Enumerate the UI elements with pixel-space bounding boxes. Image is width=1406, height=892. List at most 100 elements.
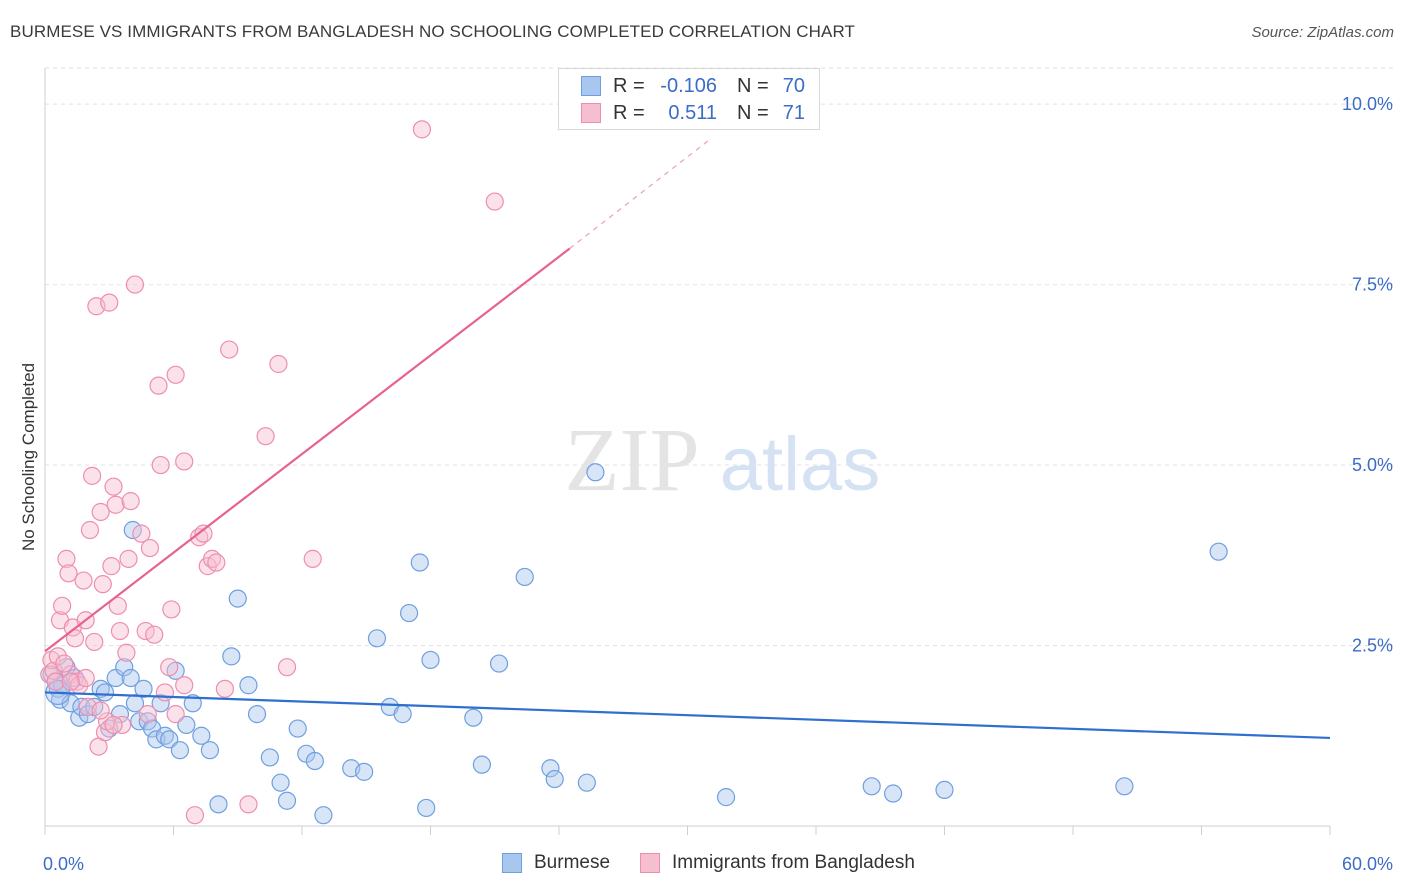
burmese-point bbox=[305, 751, 324, 771]
bangladesh-point bbox=[65, 629, 85, 648]
bangladesh-point bbox=[412, 120, 432, 139]
burmese-point bbox=[277, 791, 297, 810]
bangladesh-point bbox=[104, 477, 123, 496]
legend-item-burmese[interactable]: Burmese bbox=[502, 852, 610, 874]
bangladesh-point bbox=[117, 643, 136, 662]
burmese-r-value: -0.106 bbox=[660, 74, 717, 97]
n-label: N = bbox=[737, 101, 769, 124]
bangladesh-point bbox=[166, 365, 185, 384]
bangladesh-point bbox=[145, 625, 164, 644]
burmese-point bbox=[170, 741, 190, 760]
burmese-point bbox=[464, 708, 483, 727]
bangladesh-point bbox=[110, 621, 130, 641]
burmese-point bbox=[260, 748, 279, 767]
bangladesh-point bbox=[102, 557, 121, 576]
bangladesh-point bbox=[155, 683, 175, 702]
bangladesh-point bbox=[269, 354, 288, 374]
bangladesh-point bbox=[160, 658, 179, 677]
bangladesh-point bbox=[303, 549, 322, 568]
bangladesh-point bbox=[55, 654, 74, 673]
bangladesh-point bbox=[108, 596, 127, 615]
series-bangladesh-points bbox=[40, 120, 504, 825]
bangladesh-point bbox=[194, 524, 213, 543]
bangladesh-point bbox=[239, 795, 258, 814]
bangladesh-point bbox=[162, 600, 181, 619]
bangladesh-legend-label: Immigrants from Bangladesh bbox=[672, 852, 915, 873]
bangladesh-point bbox=[91, 502, 110, 522]
watermark-atlas: atlas bbox=[720, 422, 881, 507]
r-label: R = bbox=[613, 74, 645, 97]
bangladesh-r-value: 0.511 bbox=[668, 101, 717, 124]
bangladesh-trend-extension bbox=[569, 139, 710, 249]
bangladesh-point bbox=[215, 679, 234, 698]
y-tick-label: 5.0% bbox=[1352, 455, 1393, 475]
burmese-point bbox=[545, 769, 564, 789]
bangladesh-point bbox=[76, 668, 95, 688]
burmese-legend-label: Burmese bbox=[534, 852, 611, 873]
burmese-point bbox=[935, 780, 954, 800]
burmese-point bbox=[239, 676, 258, 695]
bangladesh-point bbox=[61, 672, 80, 691]
bangladesh-point bbox=[59, 564, 78, 583]
bangladesh-point bbox=[485, 192, 504, 211]
burmese-point bbox=[410, 553, 429, 572]
bangladesh-point bbox=[256, 427, 275, 446]
bangladesh-point bbox=[220, 340, 239, 359]
y-tick-label: 10.0% bbox=[1342, 94, 1393, 114]
burmese-swatch bbox=[581, 76, 601, 96]
burmese-point bbox=[151, 694, 170, 713]
axes bbox=[44, 68, 1331, 835]
bangladesh-point bbox=[93, 575, 112, 594]
burmese-trend-line bbox=[44, 691, 1331, 740]
burmese-point bbox=[515, 567, 534, 587]
burmese-point bbox=[72, 697, 91, 716]
series-legend: Burmese Immigrants from Bangladesh bbox=[502, 852, 945, 874]
burmese-point bbox=[716, 788, 736, 807]
y-tick-label: 2.5% bbox=[1352, 636, 1393, 656]
y-tick-label: 7.5% bbox=[1352, 275, 1393, 295]
bangladesh-point bbox=[83, 466, 102, 485]
bangladesh-point bbox=[85, 632, 104, 652]
bangladesh-point bbox=[106, 495, 125, 514]
bangladesh-point bbox=[175, 452, 194, 471]
burmese-point bbox=[95, 683, 115, 702]
bangladesh-point bbox=[138, 705, 157, 724]
bangladesh-point bbox=[140, 538, 160, 558]
bangladesh-point bbox=[207, 553, 226, 572]
burmese-point bbox=[472, 755, 491, 774]
bangladesh-point bbox=[125, 275, 145, 294]
bangladesh-point bbox=[151, 455, 170, 475]
bangladesh-point bbox=[104, 715, 123, 735]
bangladesh-point bbox=[185, 806, 205, 825]
burmese-point bbox=[862, 777, 881, 796]
correlation-legend: R = -0.106 N = 70 R = 0.511 N = 71 bbox=[558, 68, 820, 130]
bangladesh-point bbox=[48, 647, 67, 666]
burmese-point bbox=[541, 759, 560, 778]
burmese-point bbox=[134, 679, 153, 698]
burmese-point bbox=[883, 784, 903, 803]
bangladesh-n-value: 71 bbox=[782, 101, 805, 124]
bangladesh-point bbox=[53, 596, 72, 615]
bangladesh-point bbox=[119, 549, 138, 568]
bangladesh-point bbox=[132, 524, 151, 543]
bangladesh-point bbox=[57, 549, 76, 568]
tick-labels: 2.5% 5.0% 7.5% 10.0% 0.0% 60.0% bbox=[43, 94, 1393, 874]
burmese-point bbox=[399, 603, 419, 623]
burmese-point bbox=[192, 726, 211, 745]
gridlines bbox=[45, 67, 1395, 647]
legend-item-bangladesh[interactable]: Immigrants from Bangladesh bbox=[640, 852, 915, 874]
burmese-point bbox=[121, 668, 140, 688]
trend-lines bbox=[44, 139, 1331, 740]
watermark-zip: ZIP bbox=[565, 411, 700, 510]
legend-row-burmese: R = -0.106 N = 70 bbox=[581, 73, 805, 99]
burmese-point bbox=[586, 463, 605, 482]
burmese-n-value: 70 bbox=[782, 74, 805, 97]
y-axis-label: No Schooling Completed bbox=[19, 363, 38, 551]
burmese-point bbox=[177, 715, 196, 735]
burmese-point bbox=[160, 730, 179, 749]
legend-row-bangladesh: R = 0.511 N = 71 bbox=[581, 100, 805, 126]
burmese-point bbox=[367, 629, 387, 648]
burmese-point bbox=[489, 654, 509, 673]
bangladesh-point bbox=[149, 376, 168, 395]
